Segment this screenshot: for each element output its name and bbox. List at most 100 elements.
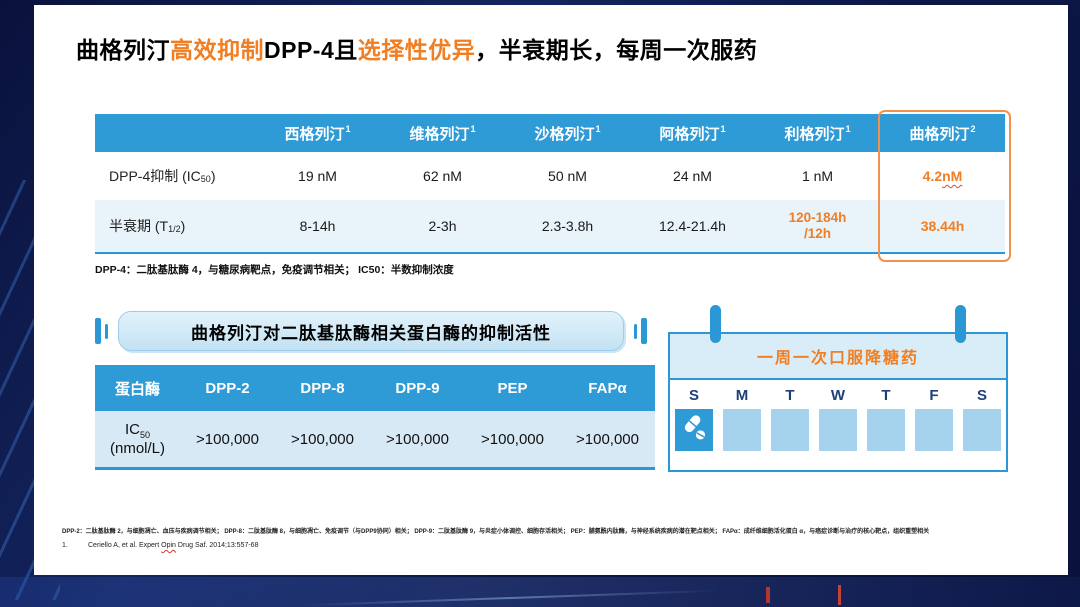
column-label: 曲格列汀 — [909, 125, 970, 143]
table1-header-saxagliptin: 沙格列汀 1 — [505, 114, 630, 152]
day-letter: F — [929, 387, 939, 404]
row-label-ic50: IC50 (nmol/L) — [95, 411, 180, 467]
table2-header-dpp2: DPP-2 — [180, 365, 275, 411]
table2-header-dpp8: DPP-8 — [275, 365, 370, 411]
red-accent-tick — [766, 587, 770, 603]
table-cell: >100,000 — [465, 411, 560, 467]
table-cell: 62 nM — [380, 152, 505, 200]
table-cell: 8-14h — [255, 200, 380, 252]
label-subscript: 50 — [200, 174, 211, 184]
slide-canvas: 曲格列汀高效抑制DPP-4且选择性优异，半衰期长，每周一次服药 西格列汀 1 维格… — [34, 5, 1068, 575]
dose-day-square — [675, 409, 713, 451]
slide-title: 曲格列汀高效抑制DPP-4且选择性优异，半衰期长，每周一次服药 — [76, 31, 757, 65]
highlighted-value-cell: 4.2 nM — [880, 152, 1005, 200]
table2-header-dpp9: DPP-9 — [370, 365, 465, 411]
table2-header-protease: 蛋白酶 — [95, 365, 180, 411]
abbreviation-footnote: DPP-2：二肽基肽酶 2，与细胞凋亡、血压与疾病调节相关； DPP-8：二肽基… — [62, 529, 930, 535]
empty-day-square — [867, 409, 905, 451]
table1-header-linagliptin: 利格列汀 1 — [755, 114, 880, 152]
reference-citation: 1. Ceriello A, et al. Expert Opin Drug Sa… — [62, 542, 258, 549]
banner-accent-bar — [641, 318, 647, 344]
value-line1: 120-184h — [788, 210, 847, 226]
table-cell-linagliptin-halflife: 120-184h/12h — [755, 200, 880, 252]
row-label-half-life: 半衰期 (T 1/2) — [95, 200, 255, 252]
gliptin-comparison-table: 西格列汀 1 维格列汀 1 沙格列汀 1 阿格列汀 1 利格列汀 1 曲格列汀 2 DPP-… — [95, 110, 1011, 262]
reference-superscript: 1 — [345, 124, 351, 134]
selectivity-banner: 曲格列汀对二肽基肽酶相关蛋白酶的抑制活性 — [95, 311, 647, 351]
table1-header-vildagliptin: 维格列汀 1 — [380, 114, 505, 152]
selectivity-table: 蛋白酶 DPP-2 DPP-8 DPP-9 PEP FAPα IC50 (nmo… — [95, 365, 655, 470]
calendar-pin — [710, 305, 721, 343]
reference-text-wavy: Opin — [161, 542, 176, 549]
empty-day-square — [723, 409, 761, 451]
empty-day-square — [963, 409, 1001, 451]
calendar-day-letters: S M T W T F S — [670, 387, 1006, 404]
column-label: 维格列汀 — [409, 125, 470, 143]
table-cell: 19 nM — [255, 152, 380, 200]
reference-text: Drug Saf. 2014;13:557-68 — [175, 542, 259, 549]
table1-footnote: DPP-4：二肽基肽酶 4，与糖尿病靶点，免疫调节相关； IC50：半数抑制浓度 — [95, 264, 454, 276]
empty-day-square — [819, 409, 857, 451]
title-highlight: 选择性优异 — [357, 37, 476, 63]
column-label: 沙格列汀 — [534, 125, 595, 143]
day-letter: W — [830, 387, 846, 404]
calendar-body: S M T W T F S — [668, 378, 1008, 472]
banner-accent-bar — [105, 323, 108, 339]
pill-icon — [681, 414, 708, 446]
table-cell: 1 nM — [755, 152, 880, 200]
reference-superscript: 1 — [595, 124, 601, 134]
reference-superscript: 1 — [845, 124, 851, 134]
label-text: DPP-4抑制 (IC — [109, 168, 201, 184]
table1-header-alogliptin: 阿格列汀 1 — [630, 114, 755, 152]
table-cell: 2.3-3.8h — [505, 200, 630, 252]
reference-superscript: 1 — [470, 124, 476, 134]
label-text: ) — [180, 218, 186, 234]
bottom-diagonal-line — [300, 589, 720, 607]
empty-day-square — [915, 409, 953, 451]
title-text: DPP-4且 — [264, 37, 358, 63]
label-text: ) — [210, 168, 216, 184]
table-cell: 12.4-21.4h — [630, 200, 755, 252]
label-subscript: 50 — [139, 429, 150, 440]
banner-accent-bar — [634, 323, 637, 339]
label-unit: (nmol/L) — [109, 440, 165, 458]
title-text: 曲格列汀 — [76, 37, 170, 63]
column-label: 西格列汀 — [284, 125, 345, 143]
red-accent-tick — [838, 585, 841, 605]
calendar-squares — [670, 409, 1006, 451]
reference-superscript: 2 — [970, 124, 976, 134]
value-text: 4.2 — [922, 168, 943, 184]
title-highlight: 高效抑制 — [170, 37, 264, 63]
title-text: ，半衰期长，每周一次服药 — [475, 37, 758, 63]
table1-header-empty — [95, 114, 255, 152]
column-label: 利格列汀 — [784, 125, 845, 143]
label-text: 半衰期 (T — [109, 218, 169, 234]
day-letter: M — [735, 387, 749, 404]
label-text: IC — [124, 420, 140, 438]
table-cell: >100,000 — [180, 411, 275, 467]
table-cell: 2-3h — [380, 200, 505, 252]
day-letter: S — [976, 387, 987, 404]
table1-header-trelagliptin: 曲格列汀 2 — [880, 114, 1005, 152]
table-cell: 24 nM — [630, 152, 755, 200]
banner-accent-bar — [95, 318, 101, 344]
reference-superscript: 1 — [720, 124, 726, 134]
reference-number: 1. — [62, 542, 68, 549]
bottom-edge-glow — [0, 577, 1080, 607]
table2-header-pep: PEP — [465, 365, 560, 411]
banner-title: 曲格列汀对二肽基肽酶相关蛋白酶的抑制活性 — [118, 311, 624, 351]
row-label-dpp4-inhibition: DPP-4抑制 (IC 50) — [95, 152, 255, 200]
table-cell: >100,000 — [560, 411, 655, 467]
value-text-wavy: nM — [942, 168, 963, 184]
table2-header-fapa: FAPα — [560, 365, 655, 411]
day-letter: S — [688, 387, 699, 404]
calendar-pin — [955, 305, 966, 343]
empty-day-square — [771, 409, 809, 451]
value-line2: /12h — [803, 226, 831, 241]
label-subscript: 1/2 — [168, 224, 181, 234]
table-cell: >100,000 — [370, 411, 465, 467]
table1-header-sitagliptin: 西格列汀 1 — [255, 114, 380, 152]
table-cell: >100,000 — [275, 411, 370, 467]
day-letter: T — [881, 387, 891, 404]
day-letter: T — [785, 387, 795, 404]
